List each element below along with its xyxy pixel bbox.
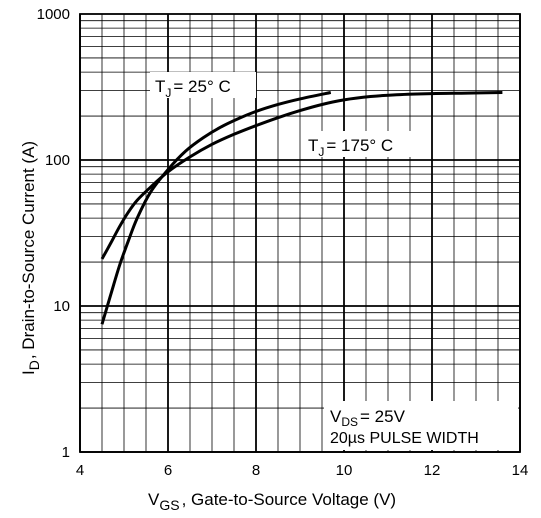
- y-tick-label: 1: [62, 444, 70, 461]
- annotation-vds: VDS = 25V: [330, 407, 406, 429]
- y-tick-label: 100: [45, 152, 70, 169]
- y-axis-title: ID, Drain-to-Source Current (A): [19, 141, 42, 375]
- annotation-pulse-width: 20µs PULSE WIDTH: [330, 430, 479, 447]
- y-tick-label: 1000: [37, 6, 70, 23]
- annotation-tj25: TJ = 25° C: [155, 77, 231, 100]
- x-tick-label: 12: [424, 462, 441, 479]
- series-line-tj-175c: [100, 90, 503, 260]
- annotation-conditions-bg: [324, 401, 518, 450]
- y-tick-label: 10: [53, 298, 70, 315]
- x-tick-label: 8: [252, 462, 260, 479]
- plot-frame: [79, 13, 521, 453]
- series-line-tj-25c: [100, 91, 332, 325]
- series-lines: [100, 90, 503, 325]
- annotation-tj175-bg: [304, 131, 422, 157]
- axis-tick-labels: 4 6 8 10 12 14 1 10 100 1000: [37, 6, 529, 479]
- x-tick-label: 10: [336, 462, 353, 479]
- x-tick-label: 6: [164, 462, 172, 479]
- grid: [79, 14, 521, 453]
- x-axis-title: VGS, Gate-to-Source Voltage (V): [148, 490, 396, 513]
- x-tick-label: 4: [76, 462, 84, 479]
- annotation-tj25-bg: [150, 72, 256, 98]
- x-tick-label: 14: [512, 462, 529, 479]
- annotation-tj175: TJ = 175° C: [308, 136, 393, 159]
